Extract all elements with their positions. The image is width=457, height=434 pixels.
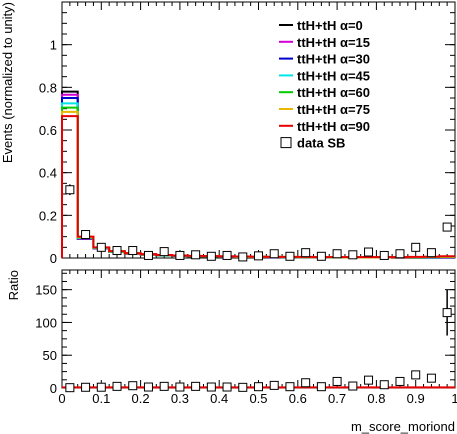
main-data-point xyxy=(81,230,91,240)
main-data-point xyxy=(364,247,374,257)
main-data-point xyxy=(175,250,185,260)
ratio-axis-ticks: 0 0.1 0.2 0.3 0.4 0.5 0.6 0.7 0.8 0.9 1 0 50 100 150 xyxy=(35,270,457,406)
ratio-data-point xyxy=(395,376,405,386)
ratio-data-point xyxy=(316,382,326,392)
main-y-tick-label: 0.8 xyxy=(39,80,57,95)
legend-label-3: ttH+tH α=45 xyxy=(297,68,370,83)
main-data-point xyxy=(238,252,248,262)
ratio-data-point xyxy=(379,380,389,390)
legend-label-4: ttH+tH α=60 xyxy=(297,85,370,100)
main-data-point xyxy=(269,249,279,259)
legend-label-6: ttH+tH α=90 xyxy=(297,119,370,134)
main-data-point xyxy=(222,250,232,260)
ratio-data-point xyxy=(143,382,153,392)
ratio-data-point xyxy=(159,381,169,391)
ratio-data-point xyxy=(65,383,75,393)
main-data-point xyxy=(159,247,169,257)
x-tick-label: 0.4 xyxy=(210,391,228,406)
main-data-point xyxy=(426,248,436,258)
main-data-point xyxy=(332,249,342,259)
ratio-data-point xyxy=(191,381,201,391)
ratio-data-point xyxy=(238,382,248,392)
ratio-y-tick-label: 100 xyxy=(35,315,57,330)
x-tick-label: 0.3 xyxy=(171,391,189,406)
ratio-data-point xyxy=(81,382,91,392)
main-data-point xyxy=(96,242,106,252)
main-y-tick-label: 0 xyxy=(50,251,57,266)
ratio-data-point xyxy=(206,382,216,392)
ratio-y-axis-title: Ratio xyxy=(6,270,21,300)
main-histograms xyxy=(61,90,455,259)
ratio-data-point xyxy=(364,375,374,385)
main-y-tick-label: 1 xyxy=(50,38,57,53)
ratio-data-point xyxy=(96,382,106,392)
ratio-data-points xyxy=(65,289,452,393)
legend-label-0: ttH+tH α=0 xyxy=(297,18,363,33)
main-data-point xyxy=(301,248,311,258)
main-panel: 0 0.2 0.4 0.6 0.8 1 Events (normalized to uni… xyxy=(0,1,456,266)
x-tick-label: 0.9 xyxy=(407,391,425,406)
legend-marker-7 xyxy=(280,137,292,149)
main-y-tick-label: 0.4 xyxy=(39,166,57,181)
main-data-point xyxy=(379,250,389,260)
x-tick-label: 0.1 xyxy=(92,391,110,406)
ratio-data-point xyxy=(348,381,358,391)
ratio-data-point xyxy=(112,381,122,391)
ratio-data-point xyxy=(222,382,232,392)
ratio-data-point xyxy=(285,382,295,392)
main-data-points xyxy=(65,184,452,262)
ratio-data-point xyxy=(301,378,311,388)
x-tick-label: 0.7 xyxy=(328,391,346,406)
x-tick-label: 0.5 xyxy=(249,391,267,406)
ratio-panel: 0 0.1 0.2 0.3 0.4 0.5 0.6 0.7 0.8 0.9 1 0 50 100 150 R… xyxy=(6,269,457,434)
legend-label-7: data SB xyxy=(297,136,345,151)
ratio-data-point xyxy=(269,380,279,390)
x-tick-label: 0.2 xyxy=(132,391,150,406)
main-data-point xyxy=(65,185,75,195)
ratio-y-tick-label: 50 xyxy=(43,348,57,363)
main-y-tick-label: 0.6 xyxy=(39,123,57,138)
ratio-y-tick-label: 150 xyxy=(35,283,57,298)
x-axis-title: m_score_moriond xyxy=(351,419,455,434)
main-data-point xyxy=(285,251,295,261)
main-data-point xyxy=(143,250,153,260)
legend-label-1: ttH+tH α=15 xyxy=(297,35,370,50)
ratio-data-point xyxy=(128,381,138,391)
main-data-point xyxy=(411,242,421,252)
main-y-tick-label: 0.2 xyxy=(39,208,57,223)
x-tick-label: 0 xyxy=(58,391,65,406)
main-data-point xyxy=(128,246,138,256)
main-data-point xyxy=(254,251,263,261)
legend-label-2: ttH+tH α=30 xyxy=(297,52,370,67)
main-data-point xyxy=(191,250,201,260)
main-data-point xyxy=(112,246,122,256)
ratio-data-point xyxy=(175,382,185,392)
x-tick-label: 0.8 xyxy=(367,391,385,406)
main-data-point xyxy=(395,249,405,259)
main-data-point xyxy=(442,222,452,232)
ratio-data-point xyxy=(411,370,421,380)
main-data-point xyxy=(316,251,326,261)
x-tick-label: 0.6 xyxy=(289,391,307,406)
main-data-point xyxy=(348,250,358,260)
ratio-y-tick-label: 0 xyxy=(50,381,57,396)
main-axis-ticks: 0 0.2 0.4 0.6 0.8 1 xyxy=(39,1,456,266)
main-data-point xyxy=(206,251,216,261)
ratio-data-point xyxy=(332,376,342,386)
x-tick-label: 1 xyxy=(451,391,457,406)
ratio-data-point xyxy=(426,373,436,383)
legend-label-5: ttH+tH α=75 xyxy=(297,102,370,117)
ratio-data-point xyxy=(442,308,452,318)
main-y-axis-title: Events (normalized to unity) xyxy=(0,2,15,163)
ratio-data-point xyxy=(254,382,263,392)
